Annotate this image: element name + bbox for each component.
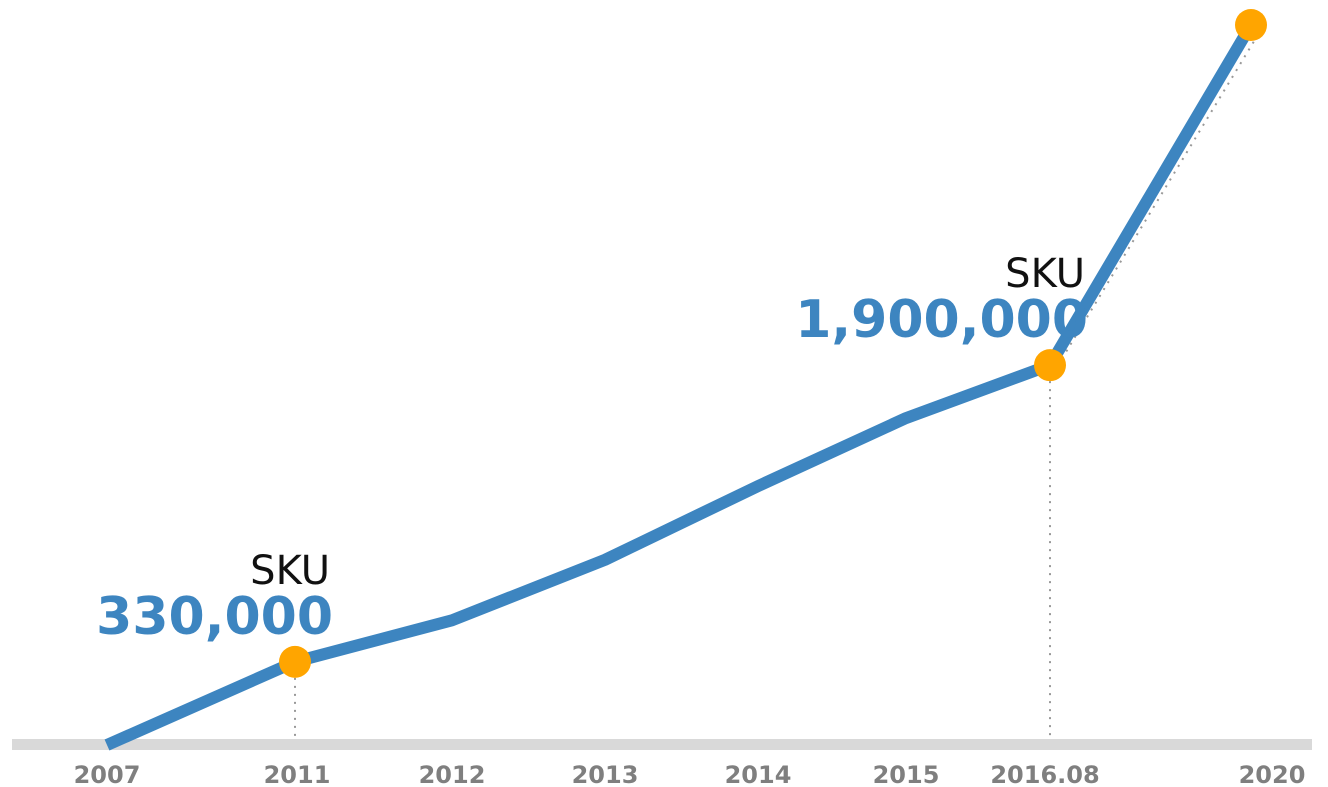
- x-tick-label: 2013: [572, 761, 639, 787]
- x-tick-label: 2015: [873, 761, 940, 787]
- x-tick-label: 2020: [1239, 761, 1306, 787]
- x-tick-label: 2007: [74, 761, 141, 787]
- point: [1034, 349, 1066, 382]
- x-tick-label: 2011: [264, 761, 331, 787]
- annotation: SKU: [250, 548, 330, 594]
- value-label: 330,000: [96, 587, 333, 647]
- x-tick-label: 2012: [419, 761, 486, 787]
- point: [279, 645, 311, 678]
- x-tick-label: 2014: [725, 761, 792, 787]
- x-tick-label: 2016.08: [990, 761, 1099, 787]
- trend-guide: [1057, 32, 1260, 366]
- value-label: 1,900,000: [795, 290, 1088, 350]
- x-axis: [12, 739, 1312, 750]
- annotation: SKU: [1005, 251, 1085, 297]
- point: [1235, 9, 1267, 41]
- line: [104, 21, 1257, 751]
